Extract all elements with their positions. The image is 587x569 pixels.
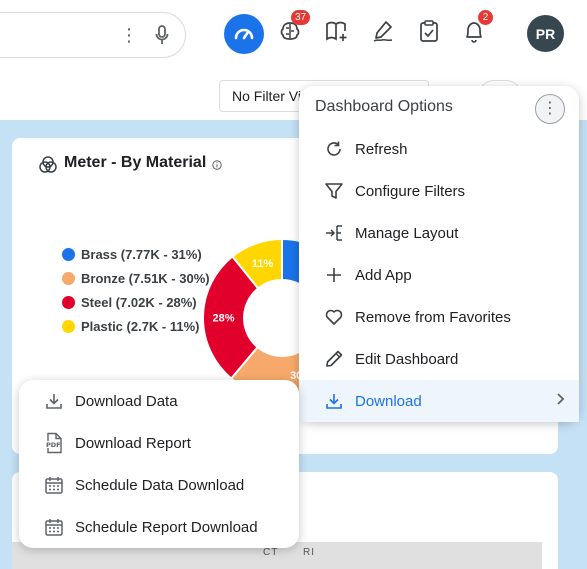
brain-icon[interactable] [275,16,305,46]
top-bar: ⋮ 37 2 PR [0,0,587,68]
layout-icon [323,222,345,244]
mic-icon[interactable] [155,25,169,50]
chevron-right-icon [555,392,565,410]
menu-item-configure-filters[interactable]: Configure Filters [299,170,579,212]
legend-label: Plastic (2.7K - 11%) [81,318,200,334]
legend-item-brass[interactable]: Brass (7.77K - 31%) [62,242,210,266]
legend-item-plastic[interactable]: Plastic (2.7K - 11%) [62,314,210,338]
calendar-icon [43,516,65,538]
submenu-item-download-report[interactable]: PDF Download Report [19,422,299,464]
menu-item-refresh[interactable]: Refresh [299,128,579,170]
pdf-icon: PDF [43,432,65,454]
book-plus-icon[interactable] [322,16,352,46]
menu-item-label: Manage Layout [355,224,459,242]
submenu-item-label: Download Data [75,392,178,410]
menu-item-label: Add App [355,266,412,284]
submenu-item-schedule-report[interactable]: Schedule Report Download [19,506,299,548]
refresh-icon [323,138,345,160]
svg-text:PDF: PDF [46,441,61,449]
submenu-item-label: Schedule Report Download [75,518,258,536]
donut-slice-plastic[interactable] [231,237,283,290]
more-vert-icon[interactable]: ⋮ [535,94,565,124]
legend-dot [62,271,75,285]
avatar[interactable]: PR [527,15,564,52]
legend-item-bronze[interactable]: Bronze (7.51K - 30%) [62,266,210,290]
menu-item-download[interactable]: Download [299,380,579,422]
bell-icon[interactable] [459,16,489,46]
menu-item-remove-favorites[interactable]: Remove from Favorites [299,296,579,338]
search-input[interactable]: ⋮ [0,12,186,58]
menu-item-edit-dashboard[interactable]: Edit Dashboard [299,338,579,380]
gauge-icon[interactable] [224,14,264,54]
legend-label: Steel (7.02K - 28%) [81,294,197,310]
heart-icon [323,306,345,328]
plus-icon [323,264,345,286]
info-icon[interactable] [212,157,222,175]
menu-item-label: Refresh [355,140,408,158]
menu-item-label: Download [355,392,422,410]
dashboard-options-menu: Dashboard Options ⋮ Refresh Configure Fi… [299,86,579,422]
download-submenu: Download Data PDF Download Report Schedu… [19,380,299,548]
menu-item-label: Edit Dashboard [355,350,459,368]
legend-dot [62,295,75,309]
pencil-icon [323,348,345,370]
slice-label-plastic: 11% [252,258,274,270]
submenu-item-label: Download Report [75,434,191,452]
submenu-item-download-data[interactable]: Download Data [19,380,299,422]
filter-icon [323,180,345,202]
menu-item-manage-layout[interactable]: Manage Layout [299,212,579,254]
submenu-item-label: Schedule Data Download [75,476,245,494]
notification-badge: 2 [478,10,493,25]
menu-item-label: Configure Filters [355,182,466,200]
slice-label-steel: 28% [212,312,234,324]
legend-dot [62,319,75,333]
clipboard-check-icon[interactable] [414,16,444,46]
menu-header: Dashboard Options [315,98,453,115]
chart-legend: Brass (7.77K - 31%) Bronze (7.51K - 30%)… [62,242,210,338]
submenu-item-schedule-data[interactable]: Schedule Data Download [19,464,299,506]
map-label: RI [303,547,315,558]
legend-item-steel[interactable]: Steel (7.02K - 28%) [62,290,210,314]
sign-icon[interactable] [368,16,398,46]
more-vert-icon[interactable]: ⋮ [120,25,138,45]
menu-item-add-app[interactable]: Add App [299,254,579,296]
legend-label: Brass (7.77K - 31%) [81,246,202,262]
download-icon [43,390,65,412]
notification-badge: 37 [291,10,311,25]
donut-slice-steel[interactable] [202,255,260,380]
download-icon [323,390,345,412]
menu-item-label: Remove from Favorites [355,308,511,326]
map-label: CT [263,547,279,558]
calendar-icon [43,474,65,496]
widget-title: Meter - By Material [64,154,207,171]
legend-label: Bronze (7.51K - 30%) [81,270,210,286]
legend-dot [62,247,75,261]
venn-icon [38,155,58,180]
